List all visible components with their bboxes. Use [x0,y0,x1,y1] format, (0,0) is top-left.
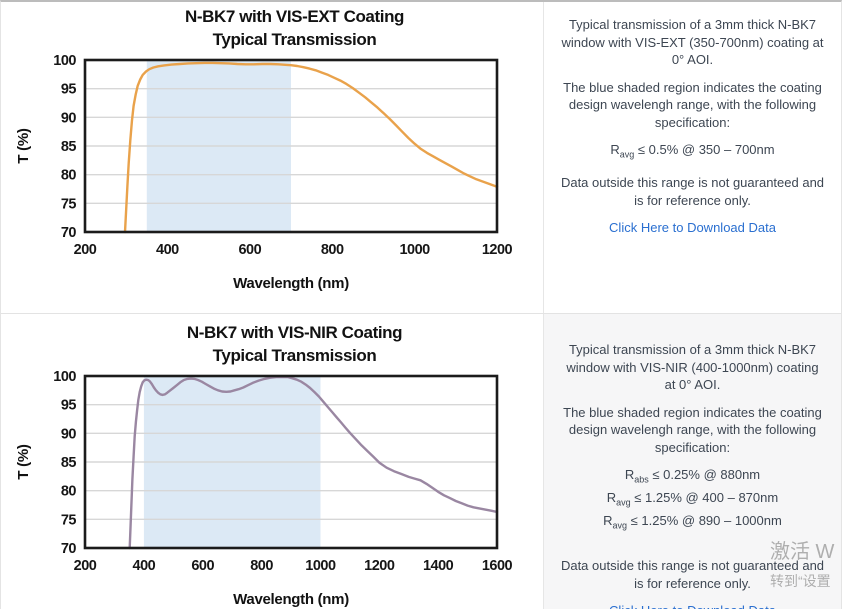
chart-subtitle: Typical Transmission [212,346,377,365]
chart-cell-vis-nir: N-BK7 with VIS-NIR Coating Typical Trans… [1,314,543,609]
spec-line: Rabs ≤ 0.25% @ 880nm [624,467,761,485]
transmission-chart-vis-nir: 70 75 80 85 90 95 100 200 400 600 800 1000 1200 1400 1… [15,369,513,608]
x-axis-label: Wavelength (nm) [233,275,349,292]
x-axis-label: Wavelength (nm) [233,591,349,608]
spec-row-vis-nir: N-BK7 with VIS-NIR Coating Typical Trans… [1,314,841,609]
panel-paragraph: Data outside this range is not guarantee… [560,558,825,591]
x-tick-label: 800 [321,242,344,258]
transmission-curve [123,61,499,234]
transmission-curve [128,375,499,550]
chart-title: N-BK7 with VIS-NIR Coating [186,323,403,342]
y-axis-label: T (%) [15,444,32,479]
panel-paragraph: Data outside this range is not guarantee… [560,175,825,208]
y-tick-label: 95 [61,398,77,414]
y-tick-label: 85 [61,455,77,471]
panel-paragraph: The blue shaded region indicates the coa… [563,404,822,455]
transmission-chart-vis-ext: 70 75 80 85 90 95 100 200 400 600 800 1000 1200 Wavel… [15,53,513,292]
x-tick-label: 1200 [482,242,513,258]
y-tick-label: 75 [61,196,77,212]
y-tick-label: 70 [61,541,77,557]
chart-title-block: N-BK7 with VIS-NIR Coating Typical Trans… [1,321,543,367]
y-tick-label: 90 [61,110,77,126]
x-tick-label: 200 [74,242,97,258]
description-panel-vis-nir: Typical transmission of a 3mm thick N-BK… [543,314,841,609]
x-tick-label: 1600 [482,558,513,574]
chart-title: N-BK7 with VIS-EXT Coating [184,7,405,26]
x-tick-label: 1400 [423,558,454,574]
x-tick-label: 1000 [305,558,336,574]
y-tick-label: 100 [53,369,76,385]
spec-line: Ravg ≤ 1.25% @ 400 – 870nm [606,490,779,508]
spec-row-vis-ext: N-BK7 with VIS-EXT Coating Typical Trans… [1,2,841,314]
y-tick-label: 80 [61,168,77,184]
download-data-link[interactable]: Click Here to Download Data [609,602,776,609]
download-data-link[interactable]: Click Here to Download Data [609,220,776,236]
spec-line: Ravg ≤ 1.25% @ 890 – 1000nm [603,513,782,531]
chart-title-block: N-BK7 with VIS-EXT Coating Typical Trans… [1,5,543,51]
description-panel-vis-ext: Typical transmission of a 3mm thick N-BK… [543,2,841,313]
panel-paragraph: Typical transmission of a 3mm thick N-BK… [561,17,824,67]
panel-paragraph: Typical transmission of a 3mm thick N-BK… [566,342,819,392]
chart-cell-vis-ext: N-BK7 with VIS-EXT Coating Typical Trans… [1,2,543,313]
plot-border [83,58,499,234]
x-tick-label: 400 [133,558,156,574]
x-tick-label: 800 [250,558,273,574]
x-tick-label: 400 [156,242,179,258]
y-tick-label: 85 [61,139,77,155]
y-tick-label: 75 [61,512,77,528]
x-tick-label: 1200 [364,558,395,574]
panel-paragraph: The blue shaded region indicates the coa… [563,79,822,130]
x-tick-label: 200 [74,558,97,574]
x-tick-label: 1000 [399,242,430,258]
y-tick-label: 95 [61,82,77,98]
y-tick-label: 70 [61,225,77,241]
x-tick-label: 600 [238,242,261,258]
y-axis-label: T (%) [15,128,32,163]
y-tick-label: 80 [61,484,77,500]
spec-lines: Ravg ≤ 0.5% @ 350 – 700nm [560,141,825,164]
spec-line: Ravg ≤ 0.5% @ 350 – 700nm [610,142,775,160]
plot-border [83,374,499,550]
y-tick-label: 100 [53,53,76,69]
chart-subtitle: Typical Transmission [212,30,377,49]
y-tick-label: 90 [61,426,77,442]
x-tick-label: 600 [191,558,214,574]
spec-lines: Rabs ≤ 0.25% @ 880nm Ravg ≤ 1.25% @ 400 –… [560,466,825,535]
